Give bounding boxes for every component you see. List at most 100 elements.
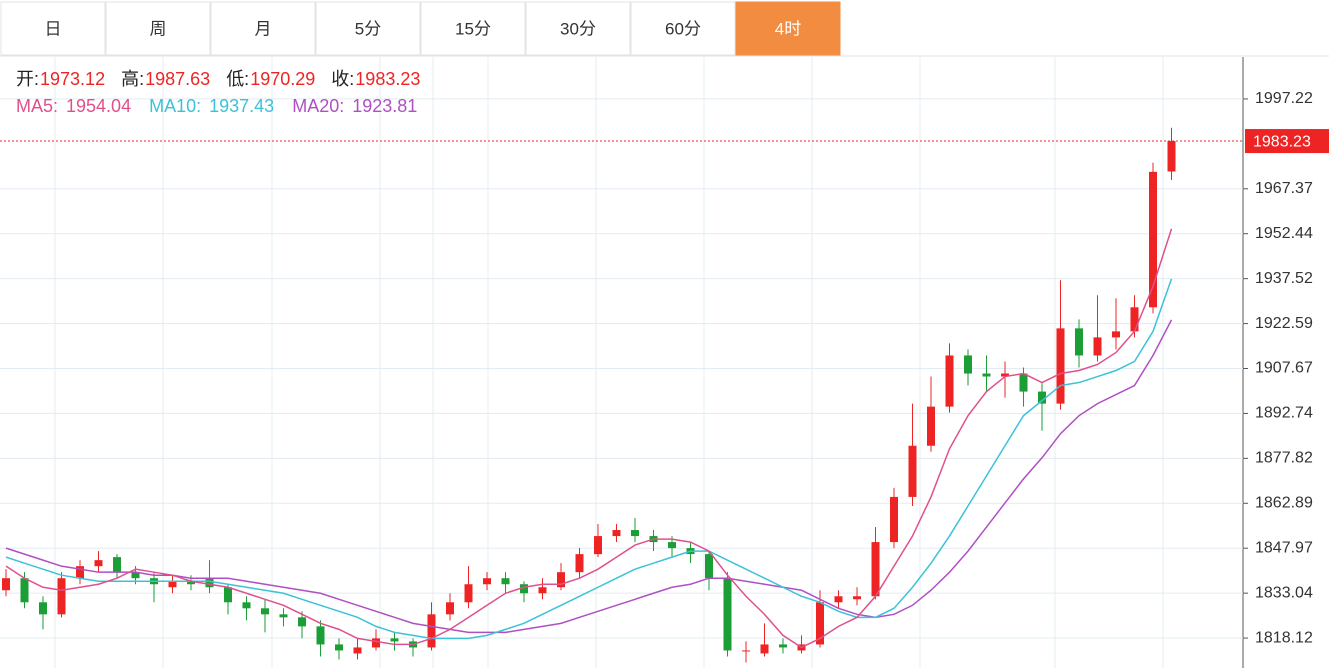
candle-body: [20, 578, 29, 603]
candle-body: [76, 566, 84, 579]
candle-body: [890, 496, 898, 543]
candle-body: [705, 554, 713, 579]
info-label: 高:: [121, 69, 144, 89]
last-price-tag: [1245, 129, 1329, 154]
candle-body: [483, 578, 491, 585]
candle-body: [298, 617, 306, 627]
candle-body: [871, 542, 880, 597]
tab-label[interactable]: 周: [150, 19, 167, 38]
candle-body: [1019, 373, 1028, 392]
candle-body: [224, 587, 232, 603]
tab[interactable]: [315, 1, 421, 56]
tab[interactable]: [420, 1, 526, 56]
ma-label: MA10:: [149, 96, 201, 116]
candle-body: [594, 536, 602, 555]
tab[interactable]: [0, 1, 106, 56]
candle-body: [2, 578, 10, 591]
plot: [2, 127, 1176, 663]
candle-body: [39, 602, 47, 615]
y-tick-label: 1952.44: [1255, 225, 1313, 242]
ma-label: MA5:: [16, 96, 58, 116]
tab-label[interactable]: 30分: [560, 19, 596, 38]
candle-body: [390, 638, 399, 642]
candle-body: [964, 355, 972, 374]
tab-label[interactable]: 15分: [455, 19, 491, 38]
y-tick-label: 1937.52: [1255, 270, 1313, 287]
candle-body: [131, 572, 140, 579]
candle-body: [1149, 171, 1157, 308]
candle-body: [982, 373, 991, 377]
info-label: 开:: [16, 69, 39, 89]
candle-body: [279, 614, 288, 618]
info-value: 1983.23: [355, 69, 420, 89]
candle-body: [760, 644, 769, 654]
candle-body: [1056, 328, 1065, 404]
y-tick-label: 1922.59: [1255, 315, 1313, 332]
candle-body: [1075, 328, 1083, 356]
tab[interactable]: [735, 1, 841, 56]
ma20-line: [5, 319, 1173, 634]
tab[interactable]: [210, 1, 316, 56]
candle-body: [575, 554, 584, 573]
y-tick-label: 1833.04: [1255, 584, 1313, 601]
y-tick-label: 1967.37: [1255, 180, 1313, 197]
candle-body: [834, 596, 843, 603]
candle-body: [945, 355, 954, 407]
y-tick-label: 1907.67: [1255, 360, 1313, 377]
ma5-line: [5, 228, 1173, 649]
y-tick-label: 1892.74: [1255, 405, 1313, 422]
candle-body: [1038, 391, 1046, 404]
candle-body: [205, 578, 214, 588]
candle-body: [668, 542, 676, 549]
axis: 1997.22 1967.37 1952.44 1937.52 1922.59 1907.…: [0, 90, 1329, 646]
tab-label[interactable]: 日: [45, 19, 62, 38]
candle-body: [853, 596, 861, 600]
info-value: 1973.12: [40, 69, 105, 89]
tab-label[interactable]: 5分: [355, 19, 381, 38]
candle-body: [427, 614, 436, 648]
candle-body: [242, 602, 251, 609]
candle-body: [261, 608, 269, 615]
tab[interactable]: [525, 1, 631, 56]
y-tick-label: 1862.89: [1255, 495, 1313, 512]
candle-body: [57, 578, 66, 615]
candle-body: [372, 638, 380, 648]
candle-body: [94, 560, 103, 567]
tab-label[interactable]: 月: [255, 19, 272, 38]
y-tick-label: 1818.12: [1255, 629, 1313, 646]
candle-body: [612, 530, 621, 537]
candle-body: [113, 557, 121, 573]
candle-body: [723, 578, 732, 651]
ma-value: 1937.43: [209, 96, 274, 116]
ma-value: 1923.81: [352, 96, 417, 116]
candle-body: [520, 584, 528, 594]
candle-body: [335, 644, 343, 651]
legend: 开: 1973.12 高: 1987.63 低: 1970.29 收: 1983.23 MA5:…: [16, 69, 420, 116]
candle-body: [187, 581, 195, 585]
ma10-line: [5, 278, 1173, 640]
candle-body: [316, 626, 325, 645]
candle-body: [779, 644, 787, 648]
ma-value: 1954.04: [66, 96, 131, 116]
candle-body: [353, 647, 362, 654]
last-price-label: 1983.23: [1253, 133, 1311, 150]
tab[interactable]: [630, 1, 736, 56]
candle-body: [168, 581, 177, 588]
tab-label[interactable]: 4时: [775, 19, 801, 38]
tab[interactable]: [105, 1, 211, 56]
candle-body: [1001, 373, 1009, 377]
candle-body: [1167, 141, 1176, 172]
candle-body: [1093, 337, 1102, 356]
candle-body: [501, 578, 510, 585]
grid: [0, 98, 1243, 639]
candle-body: [816, 602, 824, 645]
candle-body: [446, 602, 454, 615]
candle-body: [908, 445, 917, 497]
candle-body: [1130, 307, 1139, 332]
tab-label[interactable]: 60分: [665, 19, 701, 38]
candle-body: [538, 587, 547, 594]
candle-body: [1112, 331, 1120, 338]
y-tick-label: 1997.22: [1255, 90, 1313, 107]
